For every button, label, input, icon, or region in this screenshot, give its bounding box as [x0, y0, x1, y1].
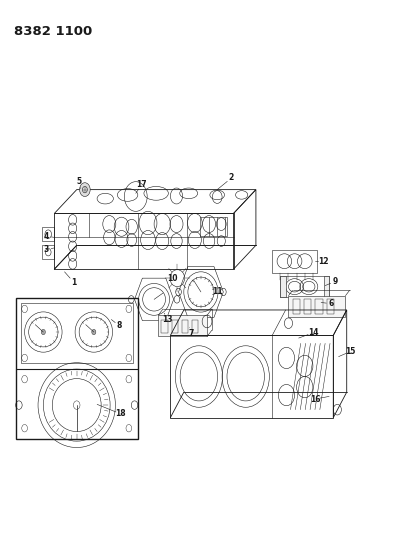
Bar [158, 316, 207, 336]
Text: 1: 1 [71, 278, 76, 287]
Bar [181, 319, 188, 333]
Text: 17: 17 [136, 180, 147, 189]
Text: 12: 12 [317, 257, 328, 265]
Text: 13: 13 [162, 315, 172, 324]
Bar [292, 300, 299, 314]
Bar [191, 319, 198, 333]
Circle shape [73, 401, 80, 409]
Bar [315, 300, 322, 314]
Bar [42, 227, 54, 241]
Text: 9: 9 [332, 277, 337, 286]
Bar [16, 298, 137, 439]
Text: 3: 3 [43, 245, 49, 254]
Text: 4: 4 [43, 232, 49, 241]
Circle shape [41, 329, 45, 335]
Text: 8: 8 [117, 321, 122, 330]
Bar [280, 276, 328, 297]
Circle shape [92, 329, 96, 335]
Bar [171, 319, 178, 333]
Circle shape [79, 183, 90, 197]
Bar [200, 217, 226, 236]
Text: 11: 11 [211, 287, 222, 296]
Text: 5: 5 [76, 177, 81, 186]
Text: 8382 1100: 8382 1100 [13, 25, 92, 38]
Bar [288, 296, 345, 317]
Text: 2: 2 [228, 173, 234, 182]
Text: 16: 16 [309, 394, 319, 403]
Bar [303, 300, 310, 314]
Bar [161, 319, 168, 333]
Text: 14: 14 [307, 328, 317, 337]
Bar [272, 249, 316, 273]
Text: 18: 18 [115, 409, 126, 418]
Bar [20, 303, 133, 364]
Text: 15: 15 [345, 347, 355, 356]
Text: 7: 7 [188, 329, 193, 338]
Bar [42, 245, 54, 259]
Text: 10: 10 [167, 273, 177, 282]
Bar [280, 276, 285, 297]
Bar [326, 300, 333, 314]
Bar [323, 276, 328, 297]
Text: 6: 6 [328, 299, 333, 308]
